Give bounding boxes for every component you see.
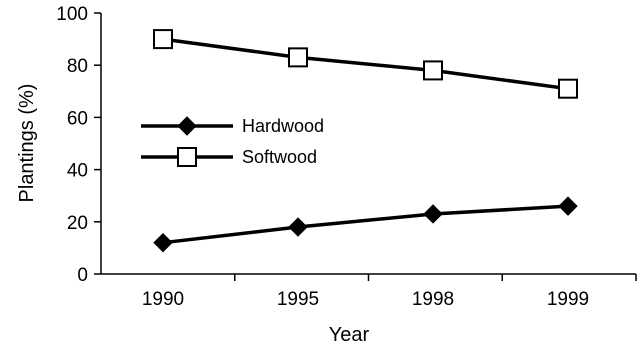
legend-marker bbox=[177, 147, 197, 167]
y-tick-label: 0 bbox=[77, 265, 88, 286]
data-point bbox=[423, 204, 443, 224]
x-axis-ticks: 1990 1995 1998 1999 bbox=[142, 274, 637, 310]
data-point bbox=[288, 217, 308, 237]
x-axis-label: Year bbox=[329, 324, 370, 346]
y-tick-label: 80 bbox=[67, 56, 88, 77]
x-tick-label: 1999 bbox=[547, 289, 589, 310]
x-tick-label: 1990 bbox=[142, 289, 184, 310]
y-axis-ticks: 0 20 40 60 80 100 bbox=[56, 4, 101, 286]
legend-marker bbox=[177, 116, 197, 136]
series-line bbox=[162, 37, 569, 91]
axes bbox=[100, 13, 636, 275]
y-tick-label: 20 bbox=[67, 213, 88, 234]
series-softwood bbox=[153, 29, 578, 99]
data-point bbox=[153, 29, 173, 50]
legend-item-softwood: Softwood bbox=[141, 147, 317, 167]
x-tick-label: 1998 bbox=[412, 289, 454, 310]
series-layer bbox=[153, 29, 578, 253]
y-tick-label: 100 bbox=[56, 4, 88, 25]
legend-label: Softwood bbox=[242, 147, 317, 167]
data-point bbox=[153, 232, 173, 253]
data-point bbox=[558, 78, 578, 99]
data-point bbox=[288, 47, 308, 68]
y-axis-label: Plantings (%) bbox=[16, 84, 38, 203]
y-tick-label: 40 bbox=[67, 161, 88, 182]
legend-item-hardwood: Hardwood bbox=[141, 116, 324, 136]
x-tick-label: 1995 bbox=[277, 289, 319, 310]
y-tick-label: 60 bbox=[67, 108, 88, 129]
data-point bbox=[558, 196, 578, 216]
series-hardwood bbox=[153, 196, 578, 253]
legend: Hardwood Softwood bbox=[141, 116, 324, 167]
series-line bbox=[162, 204, 569, 245]
legend-label: Hardwood bbox=[242, 116, 324, 136]
data-point bbox=[423, 60, 443, 81]
